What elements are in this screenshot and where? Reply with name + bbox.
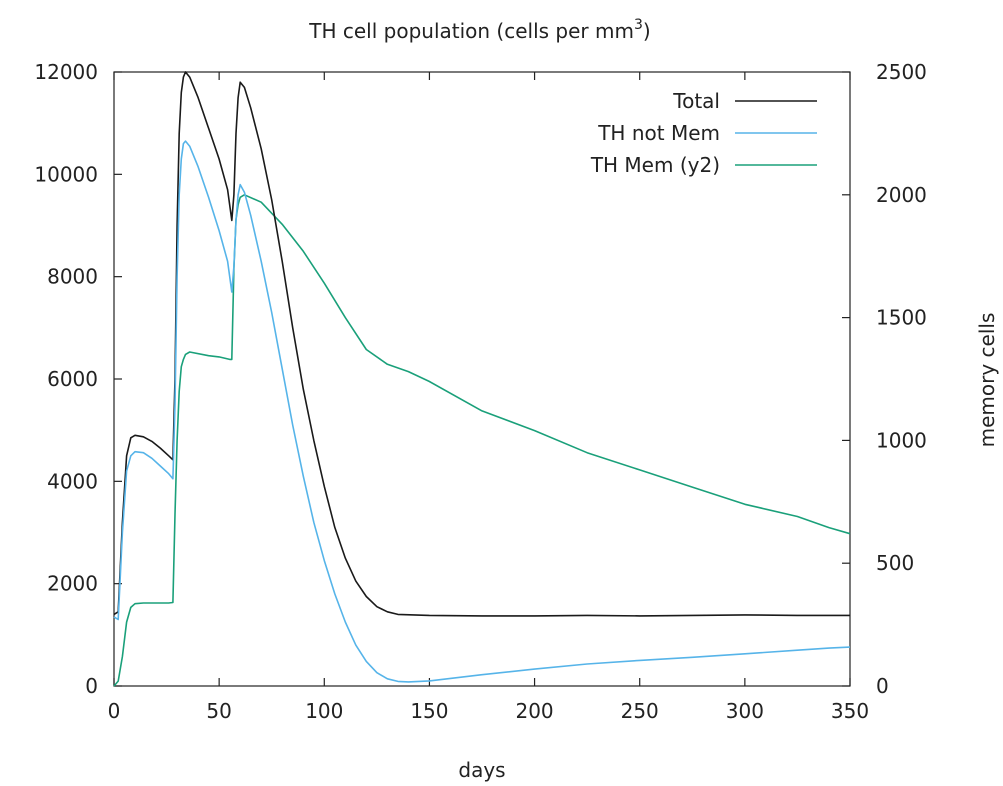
x-tick-label: 50 bbox=[206, 699, 231, 723]
axis-ticks: 0 50 100 150 200 250 300 350 0 2000 4000 6000 8000 10… bbox=[34, 60, 927, 723]
chart-title: TH cell population (cells per mm3) bbox=[308, 17, 650, 43]
y2-axis-label: memory cells bbox=[975, 313, 999, 448]
chart-title-superscript: 3 bbox=[634, 17, 643, 33]
y2-tick-label: 2000 bbox=[876, 183, 927, 207]
x-tick-label: 350 bbox=[831, 699, 869, 723]
series-line-0 bbox=[113, 71, 850, 617]
x-axis-label: days bbox=[458, 758, 505, 782]
legend: Total TH not Mem TH Mem (y2) bbox=[590, 89, 817, 177]
y-tick-label: 2000 bbox=[47, 572, 98, 596]
plot-frame bbox=[113, 71, 851, 687]
y-tick-label: 12000 bbox=[34, 60, 98, 84]
y2-tick-label: 2500 bbox=[876, 60, 927, 84]
y-tick-label: 0 bbox=[85, 674, 98, 698]
y2-tick-label: 500 bbox=[876, 551, 914, 575]
legend-label: TH not Mem bbox=[597, 121, 720, 145]
chart-title-main: TH cell population (cells per mm bbox=[308, 19, 634, 43]
series-layer bbox=[113, 71, 851, 687]
y-tick-label: 6000 bbox=[47, 367, 98, 391]
series-line-2 bbox=[113, 194, 851, 687]
legend-label: Total bbox=[672, 89, 720, 113]
series-line-1 bbox=[113, 140, 851, 683]
legend-label: TH Mem (y2) bbox=[590, 153, 720, 177]
x-tick-label: 0 bbox=[108, 699, 121, 723]
x-tick-label: 300 bbox=[726, 699, 764, 723]
y2-tick-label: 1000 bbox=[876, 428, 927, 452]
x-tick-label: 100 bbox=[305, 699, 343, 723]
y-tick-label: 10000 bbox=[34, 162, 98, 186]
y-tick-label: 8000 bbox=[47, 265, 98, 289]
y2-tick-label: 0 bbox=[876, 674, 889, 698]
x-tick-label: 150 bbox=[410, 699, 448, 723]
x-tick-label: 250 bbox=[621, 699, 659, 723]
x-tick-label: 200 bbox=[515, 699, 553, 723]
y-tick-label: 4000 bbox=[47, 469, 98, 493]
chart-title-end: ) bbox=[643, 19, 651, 43]
y2-tick-label: 1500 bbox=[876, 306, 927, 330]
